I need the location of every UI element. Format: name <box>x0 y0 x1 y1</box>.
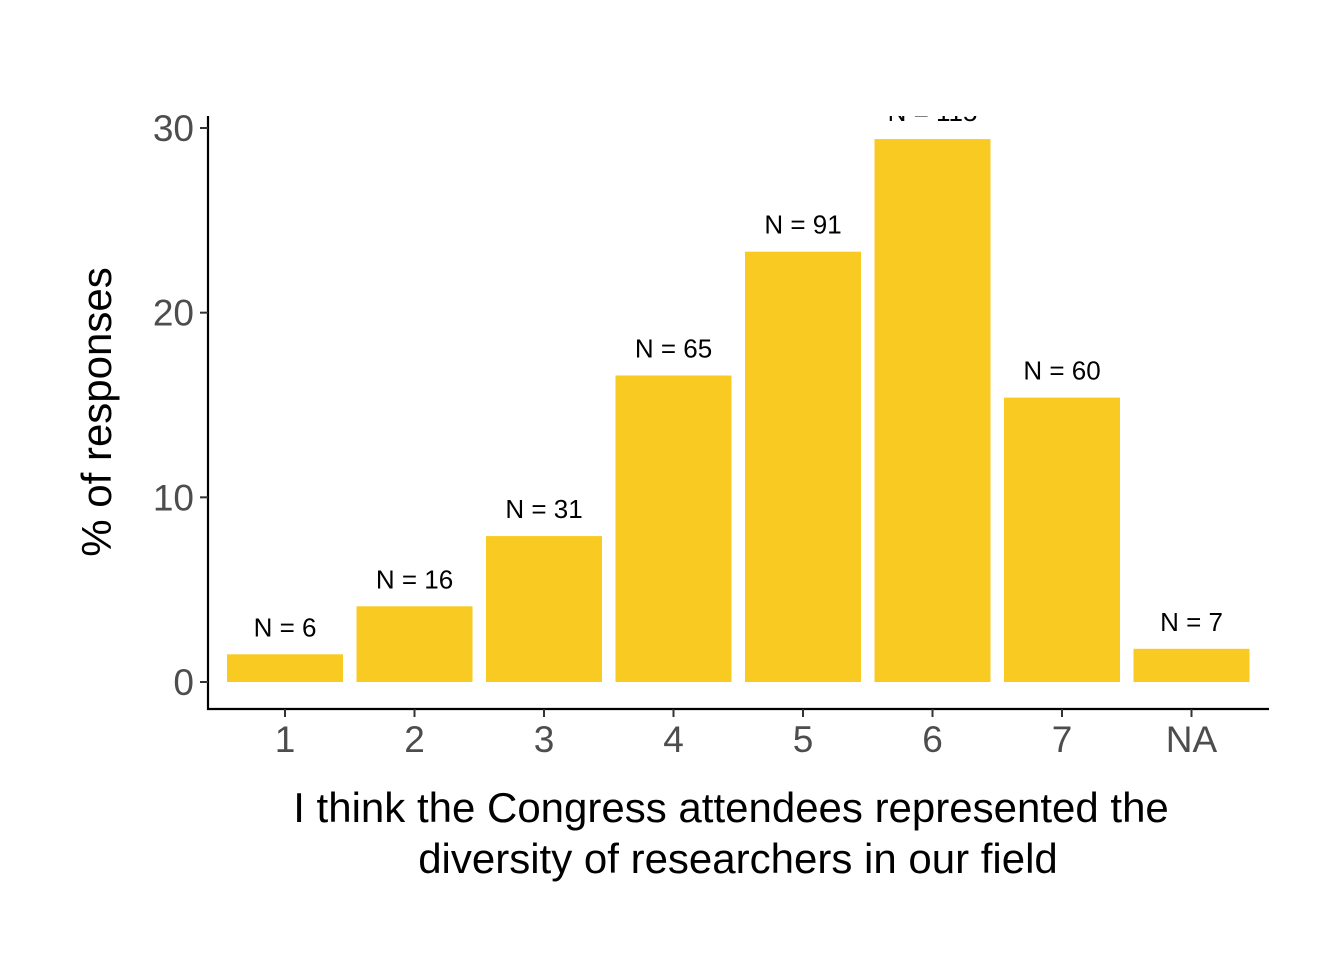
data-labels-layer: N = 6 N = 16 N = 31 N = 65 N = 91 N = 115 N = … <box>254 97 1223 642</box>
x-tick-label-2: 2 <box>404 719 425 760</box>
data-label-6: N = 115 <box>888 97 978 127</box>
bar-4 <box>615 375 732 682</box>
x-tick-label-NA: NA <box>1166 719 1218 760</box>
bar-1 <box>227 654 343 682</box>
x-tick-label-3: 3 <box>534 719 555 760</box>
bars-layer <box>227 139 1250 683</box>
bar-5 <box>745 251 861 682</box>
data-label-5: N = 91 <box>764 210 841 240</box>
data-label-NA: N = 7 <box>1160 607 1223 637</box>
x-tick-label-1: 1 <box>275 719 296 760</box>
y-tick-label-20: 20 <box>153 293 194 334</box>
data-label-4: N = 65 <box>635 334 712 364</box>
data-label-7: N = 60 <box>1023 356 1100 386</box>
y-tick-label-0: 0 <box>173 662 194 703</box>
data-label-2: N = 16 <box>376 564 453 594</box>
x-tick-label-6: 6 <box>922 719 943 760</box>
x-tick-label-4: 4 <box>663 719 684 760</box>
data-label-3: N = 31 <box>505 494 582 524</box>
y-axis-title: % of responses <box>73 267 120 557</box>
x-axis-title-line-1: I think the Congress attendees represent… <box>293 784 1169 831</box>
y-tick-label-30: 30 <box>153 108 194 149</box>
bar-NA <box>1133 648 1250 682</box>
bar-7 <box>1004 397 1120 682</box>
data-label-1: N = 6 <box>254 612 317 642</box>
x-tick-label-5: 5 <box>793 719 814 760</box>
x-tick-label-7: 7 <box>1052 719 1073 760</box>
bar-2 <box>356 606 473 682</box>
bar-3 <box>486 536 602 682</box>
axes-layer: 0 10 20 30 1 2 3 4 5 6 7 NA <box>153 108 1269 760</box>
y-tick-label-10: 10 <box>153 477 194 518</box>
bar-6 <box>874 139 991 683</box>
x-axis-title-line-2: diversity of researchers in our field <box>418 835 1058 882</box>
